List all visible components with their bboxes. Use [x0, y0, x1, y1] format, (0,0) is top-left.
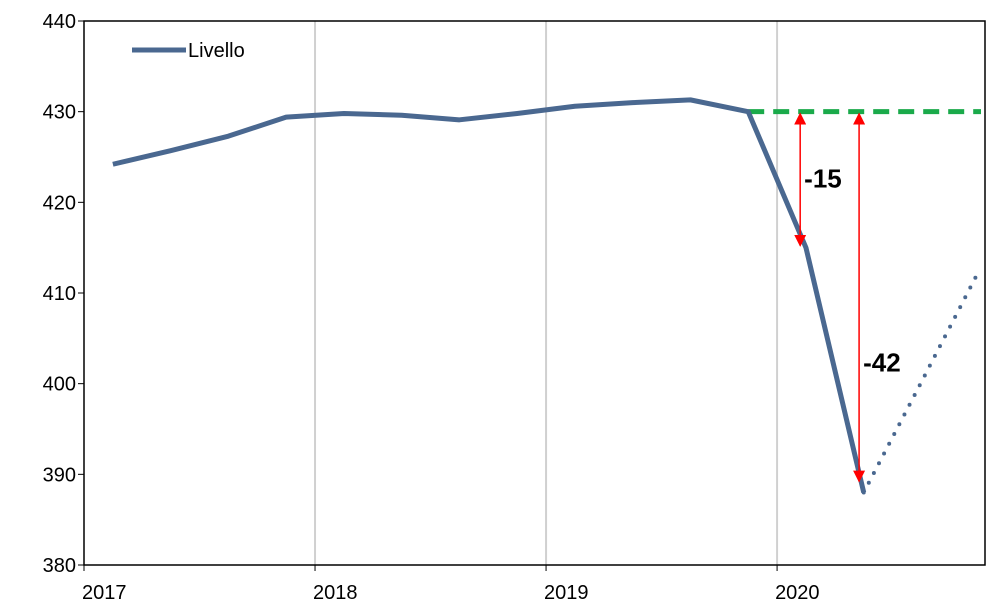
- x-tick-label: 2017: [82, 582, 127, 604]
- annotation-label: -42: [863, 347, 901, 377]
- legend-label: Livello: [188, 40, 245, 62]
- dotted-line: [861, 268, 982, 495]
- x-tick-label: 2018: [313, 582, 358, 604]
- annotation-label: -15: [804, 164, 842, 194]
- y-tick-label: 440: [43, 11, 76, 33]
- plot-frame: [83, 20, 986, 566]
- y-tick-label: 400: [43, 374, 76, 396]
- y-tick-label: 410: [43, 283, 76, 305]
- x-tick-label: 2020: [775, 582, 820, 604]
- line: [112, 97, 867, 494]
- y-tick-label: 380: [43, 555, 76, 577]
- y-tick-label: 430: [43, 102, 76, 124]
- y-tick-label: 390: [43, 464, 76, 486]
- y-tick-label: 420: [43, 192, 76, 214]
- x-tick-label: 2019: [544, 582, 589, 604]
